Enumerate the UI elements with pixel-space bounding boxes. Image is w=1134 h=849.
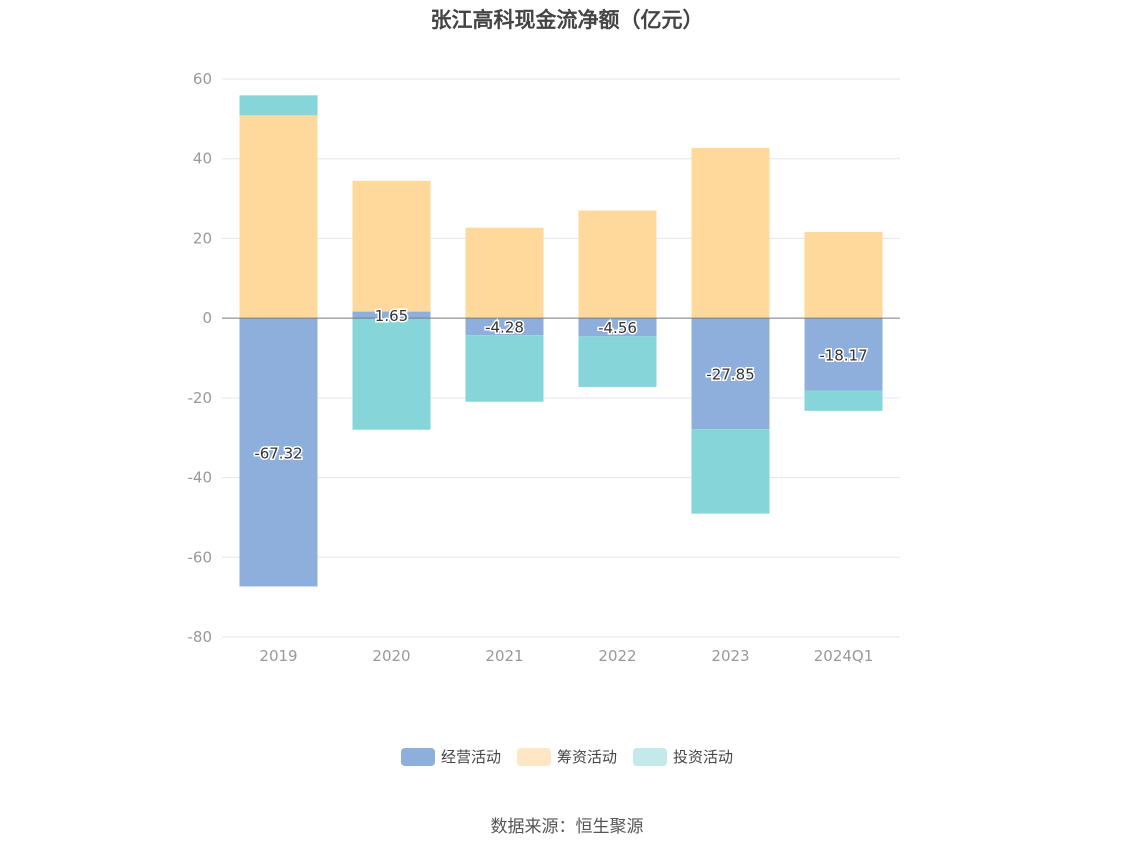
x-tick-label: 2023 (711, 647, 749, 665)
bar-投资活动-2024Q1[interactable] (804, 390, 883, 411)
bar-投资活动-2022[interactable] (578, 336, 657, 387)
data-label: -4.56 (598, 319, 637, 337)
chart-title: 张江高科现金流净额（亿元） (430, 8, 704, 32)
legend-swatch-investing (633, 747, 667, 766)
y-tick-label: -60 (188, 548, 213, 566)
bar-筹资活动-2023[interactable] (691, 147, 770, 319)
y-tick-label: -40 (188, 469, 213, 487)
x-tick-label: 2020 (372, 647, 410, 665)
bar-投资活动-2019[interactable] (239, 95, 318, 116)
y-axis: 60 40 20 0 -20 -40 -60 -80 (188, 70, 213, 646)
legend: 经营活动 筹资活动 投资活动 (0, 746, 1134, 767)
data-label: -27.85 (706, 366, 754, 384)
bar-经营活动-2020[interactable] (352, 311, 431, 319)
bar-筹资活动-2022[interactable] (578, 210, 657, 319)
cash-flow-chart: 60 40 20 0 -20 -40 -60 -80 -67.32 1.65 -4.28 -4.56… (188, 70, 900, 665)
bar-经营活动-2024Q1[interactable] (804, 318, 883, 391)
bar-筹资活动-2019[interactable] (239, 115, 318, 319)
legend-swatch-financing (516, 747, 551, 766)
bar-经营活动-2021[interactable] (465, 318, 544, 336)
legend-item-financing[interactable]: 筹资活动 (516, 746, 617, 767)
bar-经营活动-2023[interactable] (691, 318, 770, 430)
data-label: -67.32 (254, 444, 302, 462)
bars (239, 95, 883, 587)
y-tick-label: -20 (188, 389, 213, 407)
y-tick-label: 0 (202, 309, 212, 327)
bar-经营活动-2019[interactable] (239, 318, 318, 587)
data-label: -18.17 (819, 346, 867, 364)
bar-投资活动-2020[interactable] (352, 318, 431, 430)
data-label: -4.28 (485, 319, 524, 337)
bar-筹资活动-2020[interactable] (352, 180, 431, 312)
legend-label-operating: 经营活动 (440, 748, 501, 766)
grid-lines (222, 78, 900, 638)
y-tick-label: 20 (193, 229, 212, 247)
bar-经营活动-2022[interactable] (578, 318, 657, 337)
legend-label-investing: 投资活动 (673, 748, 734, 766)
x-tick-label: 2022 (598, 647, 636, 665)
legend-swatch-operating (400, 747, 435, 766)
bar-投资活动-2021[interactable] (465, 335, 544, 402)
x-tick-label: 2021 (485, 647, 523, 665)
legend-item-investing[interactable]: 投资活动 (633, 746, 733, 767)
source-note: 数据来源：恒生聚源 (490, 817, 644, 837)
bar-投资活动-2023[interactable] (691, 429, 770, 514)
data-labels: -67.32 1.65 -4.28 -4.56 -27.85 -18.17 (253, 305, 869, 463)
bar-筹资活动-2024Q1[interactable] (804, 232, 883, 319)
y-tick-label: 60 (193, 70, 212, 88)
x-axis: 2019 2020 2021 2022 2023 2024Q1 (222, 636, 900, 665)
x-tick-label: 2024Q1 (814, 647, 874, 665)
data-label: 1.65 (375, 307, 408, 325)
y-tick-label: -80 (188, 628, 213, 646)
bar-筹资活动-2021[interactable] (465, 227, 544, 319)
y-tick-label: 40 (193, 150, 212, 168)
legend-label-financing: 筹资活动 (556, 748, 617, 766)
legend-item-operating[interactable]: 经营活动 (400, 746, 501, 767)
x-tick-label: 2019 (259, 647, 297, 665)
